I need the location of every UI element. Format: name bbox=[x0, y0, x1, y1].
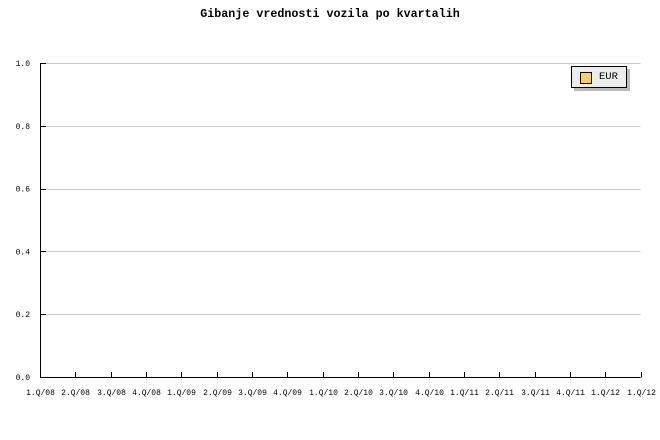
svg-text:3.Q/09: 3.Q/09 bbox=[238, 389, 267, 398]
svg-text:0.8: 0.8 bbox=[16, 123, 31, 132]
svg-text:2.Q/11: 2.Q/11 bbox=[485, 389, 514, 398]
svg-text:1.Q/12: 1.Q/12 bbox=[627, 389, 656, 398]
svg-text:0.6: 0.6 bbox=[16, 186, 31, 195]
svg-text:1.Q/12: 1.Q/12 bbox=[591, 389, 620, 398]
svg-text:0.2: 0.2 bbox=[16, 311, 31, 320]
svg-text:1.Q/11: 1.Q/11 bbox=[450, 389, 479, 398]
svg-text:1.Q/09: 1.Q/09 bbox=[167, 389, 196, 398]
svg-text:3.Q/11: 3.Q/11 bbox=[521, 389, 550, 398]
svg-text:4.Q/08: 4.Q/08 bbox=[132, 389, 161, 398]
svg-text:1.0: 1.0 bbox=[16, 60, 31, 69]
svg-text:3.Q/08: 3.Q/08 bbox=[97, 389, 126, 398]
svg-text:0.4: 0.4 bbox=[16, 248, 31, 257]
svg-text:2.Q/09: 2.Q/09 bbox=[203, 389, 232, 398]
svg-text:2.Q/10: 2.Q/10 bbox=[344, 389, 373, 398]
svg-text:4.Q/10: 4.Q/10 bbox=[415, 389, 444, 398]
svg-text:4.Q/09: 4.Q/09 bbox=[273, 389, 302, 398]
svg-text:2.Q/08: 2.Q/08 bbox=[61, 389, 90, 398]
svg-text:3.Q/10: 3.Q/10 bbox=[379, 389, 408, 398]
svg-text:0.0: 0.0 bbox=[16, 374, 31, 383]
svg-text:1.Q/10: 1.Q/10 bbox=[309, 389, 338, 398]
svg-text:4.Q/11: 4.Q/11 bbox=[556, 389, 585, 398]
svg-text:1.Q/08: 1.Q/08 bbox=[26, 389, 55, 398]
